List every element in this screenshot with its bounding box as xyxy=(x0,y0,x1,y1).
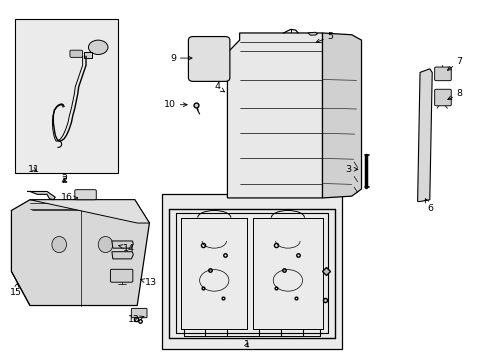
FancyBboxPatch shape xyxy=(131,309,147,318)
Polygon shape xyxy=(112,241,133,248)
Text: 13: 13 xyxy=(140,278,156,287)
Bar xyxy=(161,194,341,348)
Polygon shape xyxy=(27,192,55,200)
Polygon shape xyxy=(307,32,317,35)
Text: 4: 4 xyxy=(214,82,224,92)
Text: 10: 10 xyxy=(164,100,187,109)
Ellipse shape xyxy=(52,237,66,253)
Polygon shape xyxy=(322,33,361,198)
Text: 14: 14 xyxy=(118,244,134,253)
FancyBboxPatch shape xyxy=(75,190,96,200)
Text: 15: 15 xyxy=(9,283,21,297)
Text: 12: 12 xyxy=(127,315,143,324)
Text: 16: 16 xyxy=(61,193,78,202)
Text: 11: 11 xyxy=(27,165,40,174)
Polygon shape xyxy=(227,33,322,198)
Text: 7: 7 xyxy=(447,57,462,70)
Text: 5: 5 xyxy=(316,32,333,42)
FancyBboxPatch shape xyxy=(70,50,82,57)
Polygon shape xyxy=(112,252,133,259)
Bar xyxy=(15,19,118,173)
FancyBboxPatch shape xyxy=(434,67,450,81)
Text: 3: 3 xyxy=(345,165,357,174)
Text: 8: 8 xyxy=(447,89,462,100)
FancyBboxPatch shape xyxy=(110,269,133,282)
Polygon shape xyxy=(30,200,149,223)
Ellipse shape xyxy=(98,237,113,253)
Text: 1: 1 xyxy=(244,341,249,350)
Polygon shape xyxy=(11,200,149,306)
Text: 2: 2 xyxy=(61,176,67,185)
FancyBboxPatch shape xyxy=(188,37,229,81)
Circle shape xyxy=(88,40,108,54)
Text: 6: 6 xyxy=(425,199,432,213)
Bar xyxy=(83,51,92,58)
Text: 9: 9 xyxy=(170,54,192,63)
Polygon shape xyxy=(417,69,431,202)
FancyBboxPatch shape xyxy=(434,89,450,106)
Text: 2: 2 xyxy=(61,174,67,184)
